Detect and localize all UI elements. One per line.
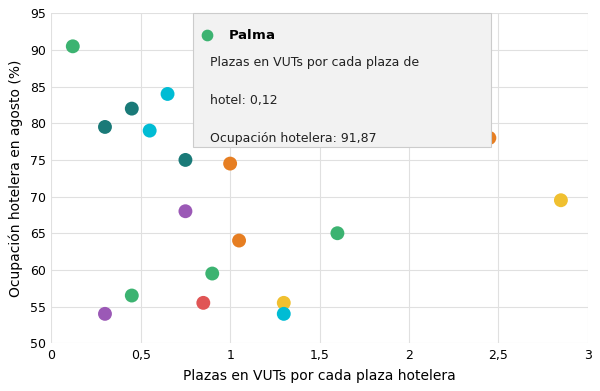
Point: [145, 127, 154, 134]
Point: [100, 311, 110, 317]
Point: [127, 292, 137, 299]
Point: [332, 230, 342, 236]
Text: hotel: 0,12: hotel: 0,12: [209, 94, 277, 107]
Point: [315, 102, 325, 108]
Text: Plazas en VUTs por cada plaza de: Plazas en VUTs por cada plaza de: [209, 56, 419, 69]
Point: [199, 300, 208, 306]
Point: [323, 124, 333, 130]
Point: [279, 311, 289, 317]
Point: [127, 106, 137, 112]
Point: [556, 197, 566, 203]
Point: [279, 300, 289, 306]
Point: [181, 208, 190, 214]
Point: [181, 157, 190, 163]
Point: [413, 124, 422, 130]
Point: [377, 98, 387, 104]
Point: [234, 237, 244, 244]
Point: [208, 271, 217, 277]
FancyBboxPatch shape: [193, 13, 491, 147]
Text: Ocupación hotelera: 91,87: Ocupación hotelera: 91,87: [209, 132, 376, 145]
Point: [485, 135, 494, 141]
X-axis label: Plazas en VUTs por cada plaza hotelera: Plazas en VUTs por cada plaza hotelera: [183, 369, 456, 383]
Text: $\mathbf{Palma}$: $\mathbf{Palma}$: [229, 28, 275, 42]
Point: [68, 43, 77, 49]
Point: [100, 124, 110, 130]
Point: [350, 127, 360, 134]
Y-axis label: Ocupación hotelera en agosto (%): Ocupación hotelera en agosto (%): [8, 59, 23, 297]
Point: [226, 160, 235, 167]
Point: [163, 91, 172, 97]
